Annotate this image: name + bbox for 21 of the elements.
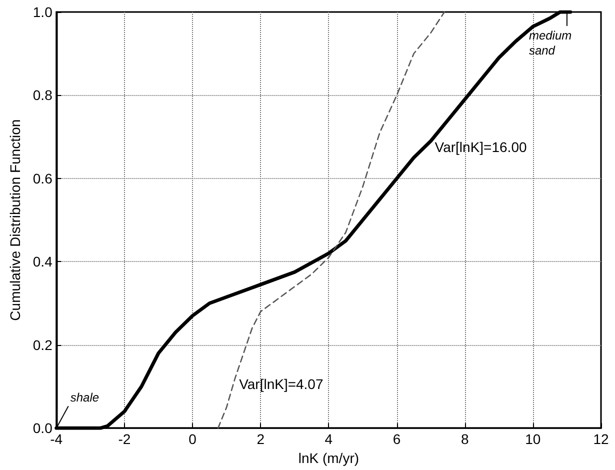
annotation: shale (70, 390, 100, 405)
x-tick-label: 6 (392, 431, 401, 448)
x-tick-label: -2 (118, 431, 131, 448)
y-tick-label: 1.0 (32, 4, 53, 20)
annotation: Var[lnK]=16.00 (434, 138, 527, 155)
y-tick-label: 0.8 (32, 87, 53, 104)
x-tick-label: 8 (460, 431, 469, 448)
y-tick-label: 0.0 (32, 420, 53, 436)
annotation: medium sand (528, 28, 572, 58)
y-tick-label: 0.4 (32, 254, 53, 270)
y-axis-title: Cumulative Distribution Function (7, 119, 23, 321)
x-axis-title: lnK (m/yr) (298, 450, 360, 466)
x-tick-label: 0 (188, 431, 197, 448)
x-tick-label: 4 (324, 431, 333, 448)
y-tick-label: 0.6 (32, 170, 53, 186)
x-tick-label: 10 (525, 431, 541, 448)
x-tick-label: 2 (256, 431, 265, 448)
y-tick-label: 0.2 (32, 336, 53, 353)
x-tick-label: -4 (50, 431, 63, 448)
x-tick-label: 12 (593, 431, 609, 448)
annotation: Var[lnK]=4.07 (239, 376, 324, 392)
